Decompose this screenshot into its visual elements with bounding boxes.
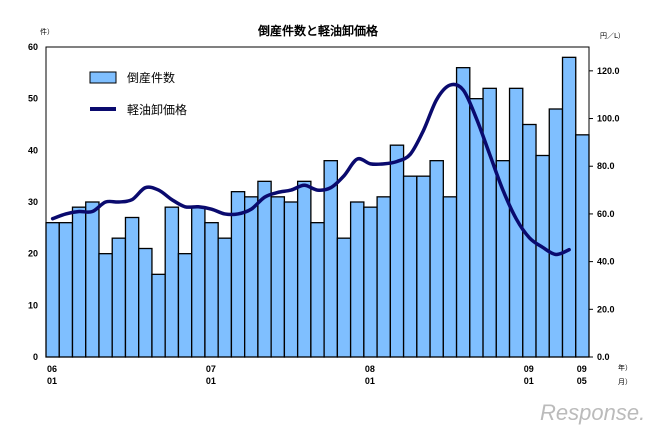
bar [283,201,299,358]
plot-frame [45,46,590,358]
right-tick-label: 20.0 [597,304,615,314]
response-watermark: Response. [540,400,645,425]
bar [151,273,166,358]
bar [124,216,140,358]
right-tick-label: 60.0 [597,209,615,219]
bar [217,237,233,358]
bar [138,247,153,358]
x-unit-year: 年） [618,363,632,372]
left-tick-label: 60 [28,42,38,52]
legend-bar-swatch [89,71,117,84]
bar [548,108,564,358]
right-tick-label: 80.0 [597,161,615,171]
bar [429,160,444,358]
left-tick-label: 50 [28,94,38,104]
bar [177,253,193,358]
right-tick-label: 100.0 [597,114,620,124]
bar [389,144,405,358]
bar [349,201,365,358]
bar [111,237,127,358]
bar [191,206,206,358]
bar [244,196,259,358]
legend-line-label: 軽油卸価格 [127,102,187,117]
bar [561,56,577,358]
bar [270,196,286,358]
bar [508,87,524,358]
left-tick-label: 30 [28,197,38,207]
x-tick-month: 01 [47,376,57,386]
x-unit-month: 月） [618,378,632,386]
bar [85,201,100,358]
bar [310,222,325,358]
price-line [50,82,571,257]
bar [469,98,484,358]
bar [363,206,378,358]
chart-title: 倒産件数と軽油卸価格 [257,23,379,38]
bar [296,180,312,358]
bar [442,196,458,358]
x-tick-month: 01 [524,376,534,386]
x-tick-month: 01 [206,376,216,386]
bar [482,87,497,358]
bar [376,196,391,358]
left-tick-label: 0 [33,352,38,362]
left-tick-label: 10 [28,300,38,310]
bar [164,206,180,358]
right-tick-label: 40.0 [597,257,615,267]
right-tick-label: 0.0 [597,352,610,362]
bar [58,222,74,358]
left-axis-unit: 件） [40,27,54,36]
x-tick-year: 09 [524,364,534,374]
x-tick-month: 01 [365,376,375,386]
bar [45,222,60,358]
bars-group [45,56,590,358]
legend-bar-label: 倒産件数 [127,70,175,85]
bar [230,191,246,358]
x-tick-year: 08 [365,364,375,374]
bar [455,67,471,358]
bar [416,175,431,358]
bar [204,222,219,358]
bar [71,206,87,358]
legend: 倒産件数 軽油卸価格 [89,70,187,117]
bar [336,237,352,358]
bar [402,175,418,358]
x-tick-year: 06 [47,364,57,374]
x-tick-year: 07 [206,364,216,374]
bar [257,180,272,358]
x-tick-year: 09 [577,364,587,374]
right-axis-unit: 円／L） [600,32,625,40]
left-tick-label: 20 [28,249,38,259]
ticks-group: 01020304050600.020.040.060.080.0100.0120… [28,42,620,386]
bar [535,154,550,358]
right-tick-label: 120.0 [597,66,620,76]
left-tick-label: 40 [28,145,38,155]
x-tick-month: 05 [577,376,587,386]
bar [575,134,590,358]
bar [98,253,113,358]
